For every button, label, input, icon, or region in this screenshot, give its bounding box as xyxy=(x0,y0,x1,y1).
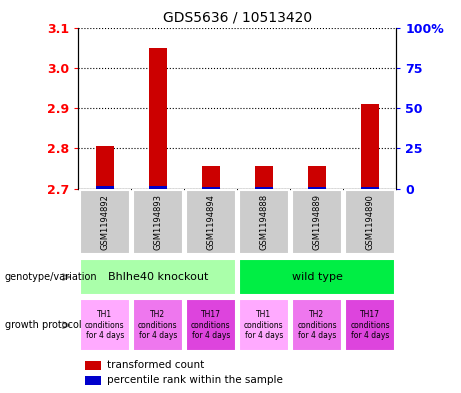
Bar xyxy=(361,104,379,189)
Bar xyxy=(345,190,395,254)
Text: TH1
conditions
for 4 days: TH1 conditions for 4 days xyxy=(244,310,284,340)
Bar xyxy=(186,190,236,254)
Bar xyxy=(201,187,220,189)
Text: Bhlhe40 knockout: Bhlhe40 knockout xyxy=(108,272,208,282)
Bar xyxy=(186,299,236,351)
Bar xyxy=(307,187,326,189)
Title: GDS5636 / 10513420: GDS5636 / 10513420 xyxy=(163,11,312,25)
Text: GSM1194890: GSM1194890 xyxy=(366,194,374,250)
Bar xyxy=(239,299,289,351)
Bar xyxy=(307,167,326,189)
Text: GSM1194888: GSM1194888 xyxy=(260,194,268,250)
Bar xyxy=(80,299,130,351)
Bar xyxy=(95,186,114,189)
Text: GSM1194893: GSM1194893 xyxy=(154,194,162,250)
Bar xyxy=(148,186,167,189)
Bar xyxy=(133,190,183,254)
Bar xyxy=(345,299,395,351)
Bar xyxy=(292,190,342,254)
Bar xyxy=(85,376,100,385)
Text: TH2
conditions
for 4 days: TH2 conditions for 4 days xyxy=(297,310,337,340)
Bar xyxy=(254,167,273,189)
Text: percentile rank within the sample: percentile rank within the sample xyxy=(107,375,283,385)
Bar xyxy=(239,259,395,295)
Bar xyxy=(80,259,236,295)
Text: TH1
conditions
for 4 days: TH1 conditions for 4 days xyxy=(85,310,124,340)
Bar xyxy=(254,187,273,189)
Text: TH17
conditions
for 4 days: TH17 conditions for 4 days xyxy=(350,310,390,340)
Text: growth protocol: growth protocol xyxy=(5,320,81,330)
Text: genotype/variation: genotype/variation xyxy=(5,272,97,282)
Text: GSM1194892: GSM1194892 xyxy=(100,194,109,250)
Text: wild type: wild type xyxy=(291,272,343,282)
Text: transformed count: transformed count xyxy=(107,360,204,370)
Bar xyxy=(201,167,220,189)
Text: TH17
conditions
for 4 days: TH17 conditions for 4 days xyxy=(191,310,230,340)
Bar xyxy=(133,299,183,351)
Bar xyxy=(148,48,167,189)
Bar xyxy=(239,190,289,254)
Bar xyxy=(361,187,379,189)
Bar xyxy=(85,361,100,369)
Bar xyxy=(292,299,342,351)
Bar xyxy=(95,146,114,189)
Text: GSM1194889: GSM1194889 xyxy=(313,194,321,250)
Text: TH2
conditions
for 4 days: TH2 conditions for 4 days xyxy=(138,310,177,340)
Bar xyxy=(80,190,130,254)
Text: GSM1194894: GSM1194894 xyxy=(207,194,215,250)
